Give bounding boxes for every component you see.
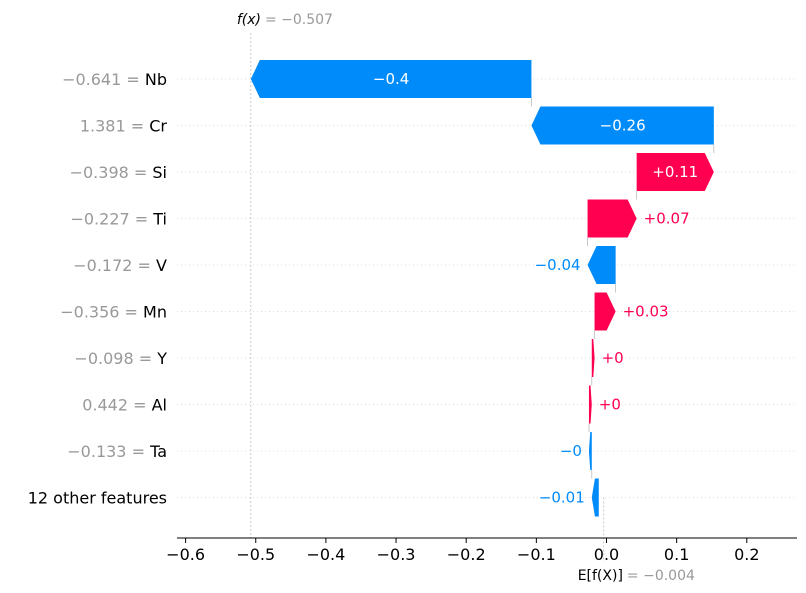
feature-name: Mn — [143, 303, 167, 322]
feature-name: Si — [152, 163, 167, 182]
x-tick-label: 0.0 — [594, 545, 619, 564]
feature-value: −0.133 = — [67, 442, 150, 461]
x-tick-label: −0.6 — [166, 545, 205, 564]
x-tick-label: 0.2 — [734, 545, 759, 564]
feature-label: 12 other features — [28, 489, 167, 508]
feature-label: 0.442 = Al — [82, 396, 167, 415]
fx-label: f(x) = −0.507 — [237, 12, 333, 28]
expected-value-labels: f(x) = −0.507 E[f(X)] = −0.004 — [237, 12, 695, 584]
negative-bar — [587, 246, 616, 284]
feature-label: −0.398 = Si — [70, 163, 167, 182]
feature-name: 12 other features — [28, 489, 167, 508]
feature-value: 1.381 = — [80, 117, 149, 136]
feature-label: −0.172 = V — [73, 256, 167, 275]
feature-value: −0.098 = — [74, 349, 157, 368]
feature-label: 1.381 = Cr — [80, 117, 168, 136]
fx-symbol: f(x) — [237, 12, 261, 28]
x-tick-label: 0.1 — [664, 545, 689, 564]
feature-label: −0.098 = Y — [74, 349, 167, 368]
efx-value: = −0.004 — [627, 568, 695, 584]
efx-label: E[f(X)] = −0.004 — [578, 568, 695, 584]
positive-bar — [636, 153, 714, 191]
bar-value-label: +0.07 — [644, 210, 690, 228]
bar-value-label: +0 — [602, 349, 624, 367]
x-tick-label: −0.3 — [377, 545, 416, 564]
bar-value-label: +0.03 — [623, 303, 669, 321]
positive-bar — [594, 292, 616, 331]
feature-name: Ti — [152, 210, 167, 229]
positive-bar — [588, 385, 592, 424]
feature-value: −0.172 = — [73, 256, 156, 275]
bar-value-label: −0.4 — [373, 70, 409, 88]
feature-name: Cr — [149, 117, 167, 136]
feature-labels: −0.641 = Nb 1.381 = Cr −0.398 = Si −0.227 =… — [28, 70, 168, 508]
feature-label: −0.227 = Ti — [70, 210, 167, 229]
negative-bar — [591, 478, 599, 517]
feature-name: Nb — [145, 70, 167, 89]
feature-name: Al — [152, 396, 167, 415]
positive-bar — [591, 339, 595, 377]
feature-name: V — [156, 256, 167, 275]
bars: −0.4 −0.26 +0.11 +0.07 −0.04 +0.03 +0 +0 −0 −0.01 — [250, 60, 714, 517]
feature-name: Y — [156, 349, 167, 368]
bar-value-label: +0 — [599, 396, 621, 414]
positive-bar — [587, 199, 637, 238]
feature-label: −0.641 = Nb — [62, 70, 167, 89]
x-axis: −0.6 −0.5 −0.4 −0.3 −0.2 −0.1 0.0 0.1 0.2 — [166, 537, 797, 564]
efx-symbol: E[f(X)] — [578, 568, 623, 584]
x-tick-label: −0.4 — [306, 545, 345, 564]
bar-value-label: −0.26 — [600, 117, 646, 135]
feature-value: −0.398 = — [70, 163, 153, 182]
negative-bar — [531, 106, 714, 145]
negative-bar — [250, 60, 532, 98]
x-tick-label: −0.2 — [447, 545, 486, 564]
feature-name: Ta — [149, 442, 167, 461]
x-tick-label: −0.1 — [517, 545, 556, 564]
fx-value: = −0.507 — [265, 12, 333, 28]
bar-value-label: −0 — [560, 442, 582, 460]
bar-value-label: +0.11 — [652, 163, 698, 181]
reference-lines — [250, 33, 715, 562]
feature-value: −0.227 = — [70, 210, 153, 229]
feature-value: −0.356 = — [60, 303, 143, 322]
feature-label: −0.356 = Mn — [60, 303, 167, 322]
negative-bar — [588, 432, 592, 470]
feature-label: −0.133 = Ta — [67, 442, 167, 461]
bar-value-label: −0.01 — [539, 489, 585, 507]
bar-value-label: −0.04 — [535, 256, 581, 274]
feature-value: −0.641 = — [62, 70, 145, 89]
feature-value: 0.442 = — [82, 396, 151, 415]
x-tick-label: −0.5 — [236, 545, 275, 564]
